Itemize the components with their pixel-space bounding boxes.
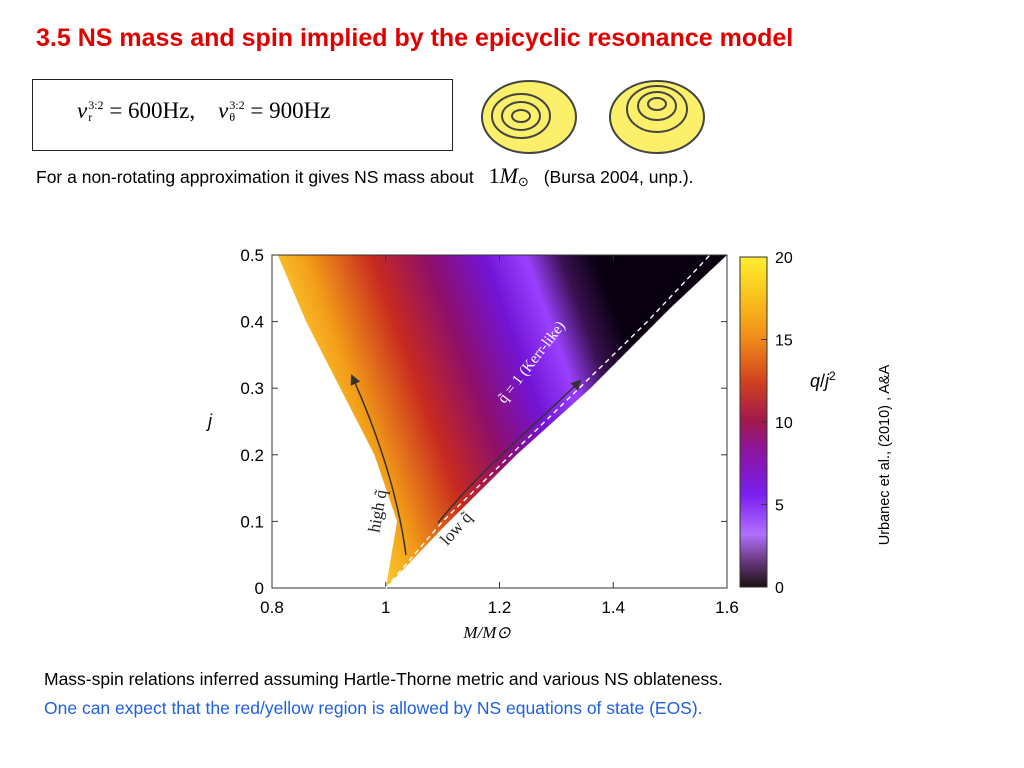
y-tick-label: 0.3 — [240, 379, 264, 398]
x-axis-label: M/M⊙ — [462, 623, 511, 642]
colorbar-label-q: q — [810, 371, 820, 391]
colorbar-label-sep: / — [820, 371, 825, 391]
low-q-arrow — [437, 379, 582, 524]
nu-theta-value: = 900Hz — [250, 98, 331, 123]
y-tick-label: 0.4 — [240, 313, 264, 332]
y-tick-label: 0 — [255, 579, 264, 598]
colorbar-label-exp: 2 — [829, 369, 836, 383]
nu-theta-symbol: ν — [218, 98, 229, 123]
y-axis-label: j — [205, 411, 213, 431]
high-q-label: high q̃ — [364, 488, 390, 534]
resonance-formula: ν 3:2 r = 600Hz, ν 3:2 θ = 900Hz — [77, 98, 330, 125]
nu-r-superscript: 3:2 — [88, 97, 104, 112]
x-tick-label: 1.4 — [601, 598, 625, 617]
colorbar-label-j: j — [822, 371, 830, 391]
y-tick-label: 0.1 — [240, 512, 264, 531]
intro-text-line: For a non-rotating approximation it give… — [36, 163, 694, 190]
nu-r-value: = 600Hz, — [109, 98, 196, 123]
slide-title: 3.5 NS mass and spin implied by the epic… — [36, 24, 794, 52]
caption: Mass-spin relations inferred assuming Ha… — [44, 665, 723, 723]
oscillation-disc-left-icon — [481, 80, 577, 154]
high-q-arrow — [350, 374, 407, 556]
intro-mass-value: 1 — [488, 163, 500, 188]
allowed-region-layer — [277, 255, 727, 588]
caption-line-1: Mass-spin relations inferred assuming Ha… — [44, 669, 723, 689]
y-tick-label: 0.2 — [240, 446, 264, 465]
sun-symbol-icon: ⊙ — [517, 174, 529, 189]
formula-box: ν 3:2 r = 600Hz, ν 3:2 θ = 900Hz — [32, 79, 453, 151]
colorbar-tick-label: 15 — [775, 333, 793, 350]
solar-mass-expression: 1M⊙ — [488, 163, 529, 189]
nu-r-symbol: ν — [77, 98, 88, 123]
caption-line-2: One can expect that the red/yellow regio… — [44, 698, 703, 718]
y-tick-label: 0.5 — [240, 246, 264, 265]
allowed-region — [277, 255, 727, 588]
colorbar-tick-label: 5 — [775, 498, 784, 515]
colorbar-tick-label: 20 — [775, 250, 793, 267]
intro-reference: (Bursa 2004, unp.). — [543, 167, 694, 187]
colorbar-label: q/j2 — [810, 369, 836, 391]
x-tick-label: 1 — [381, 598, 390, 617]
colorbar-ticks-layer: 0 5 10 15 20 — [761, 250, 793, 597]
axis-ticks-layer: 0.8 1 1.2 1.4 1.6 0 0.1 0.2 0.3 0.4 0.5 — [240, 246, 738, 617]
nu-r-subscript: r — [88, 109, 93, 124]
mass-spin-chart: 0.8 1 1.2 1.4 1.600.10.20.30.40.5 q̃ = 1 (Ke… — [205, 246, 893, 642]
credit-text: Urbanec et al., (2010) , A&A — [877, 364, 893, 545]
intro-text: For a non-rotating approximation it give… — [36, 167, 474, 187]
x-tick-label: 1.2 — [488, 598, 512, 617]
x-tick-label: 0.8 — [260, 598, 284, 617]
kerr-line — [385, 254, 711, 589]
colorbar-tick-label: 0 — [775, 580, 784, 597]
colorbar-tick-label: 10 — [775, 415, 793, 432]
intro-mass-symbol: M — [499, 163, 518, 188]
oscillation-disc-right-icon — [609, 80, 705, 154]
nu-theta-superscript: 3:2 — [229, 97, 245, 112]
nu-theta-subscript: θ — [229, 109, 236, 124]
x-tick-label: 1.6 — [715, 598, 739, 617]
